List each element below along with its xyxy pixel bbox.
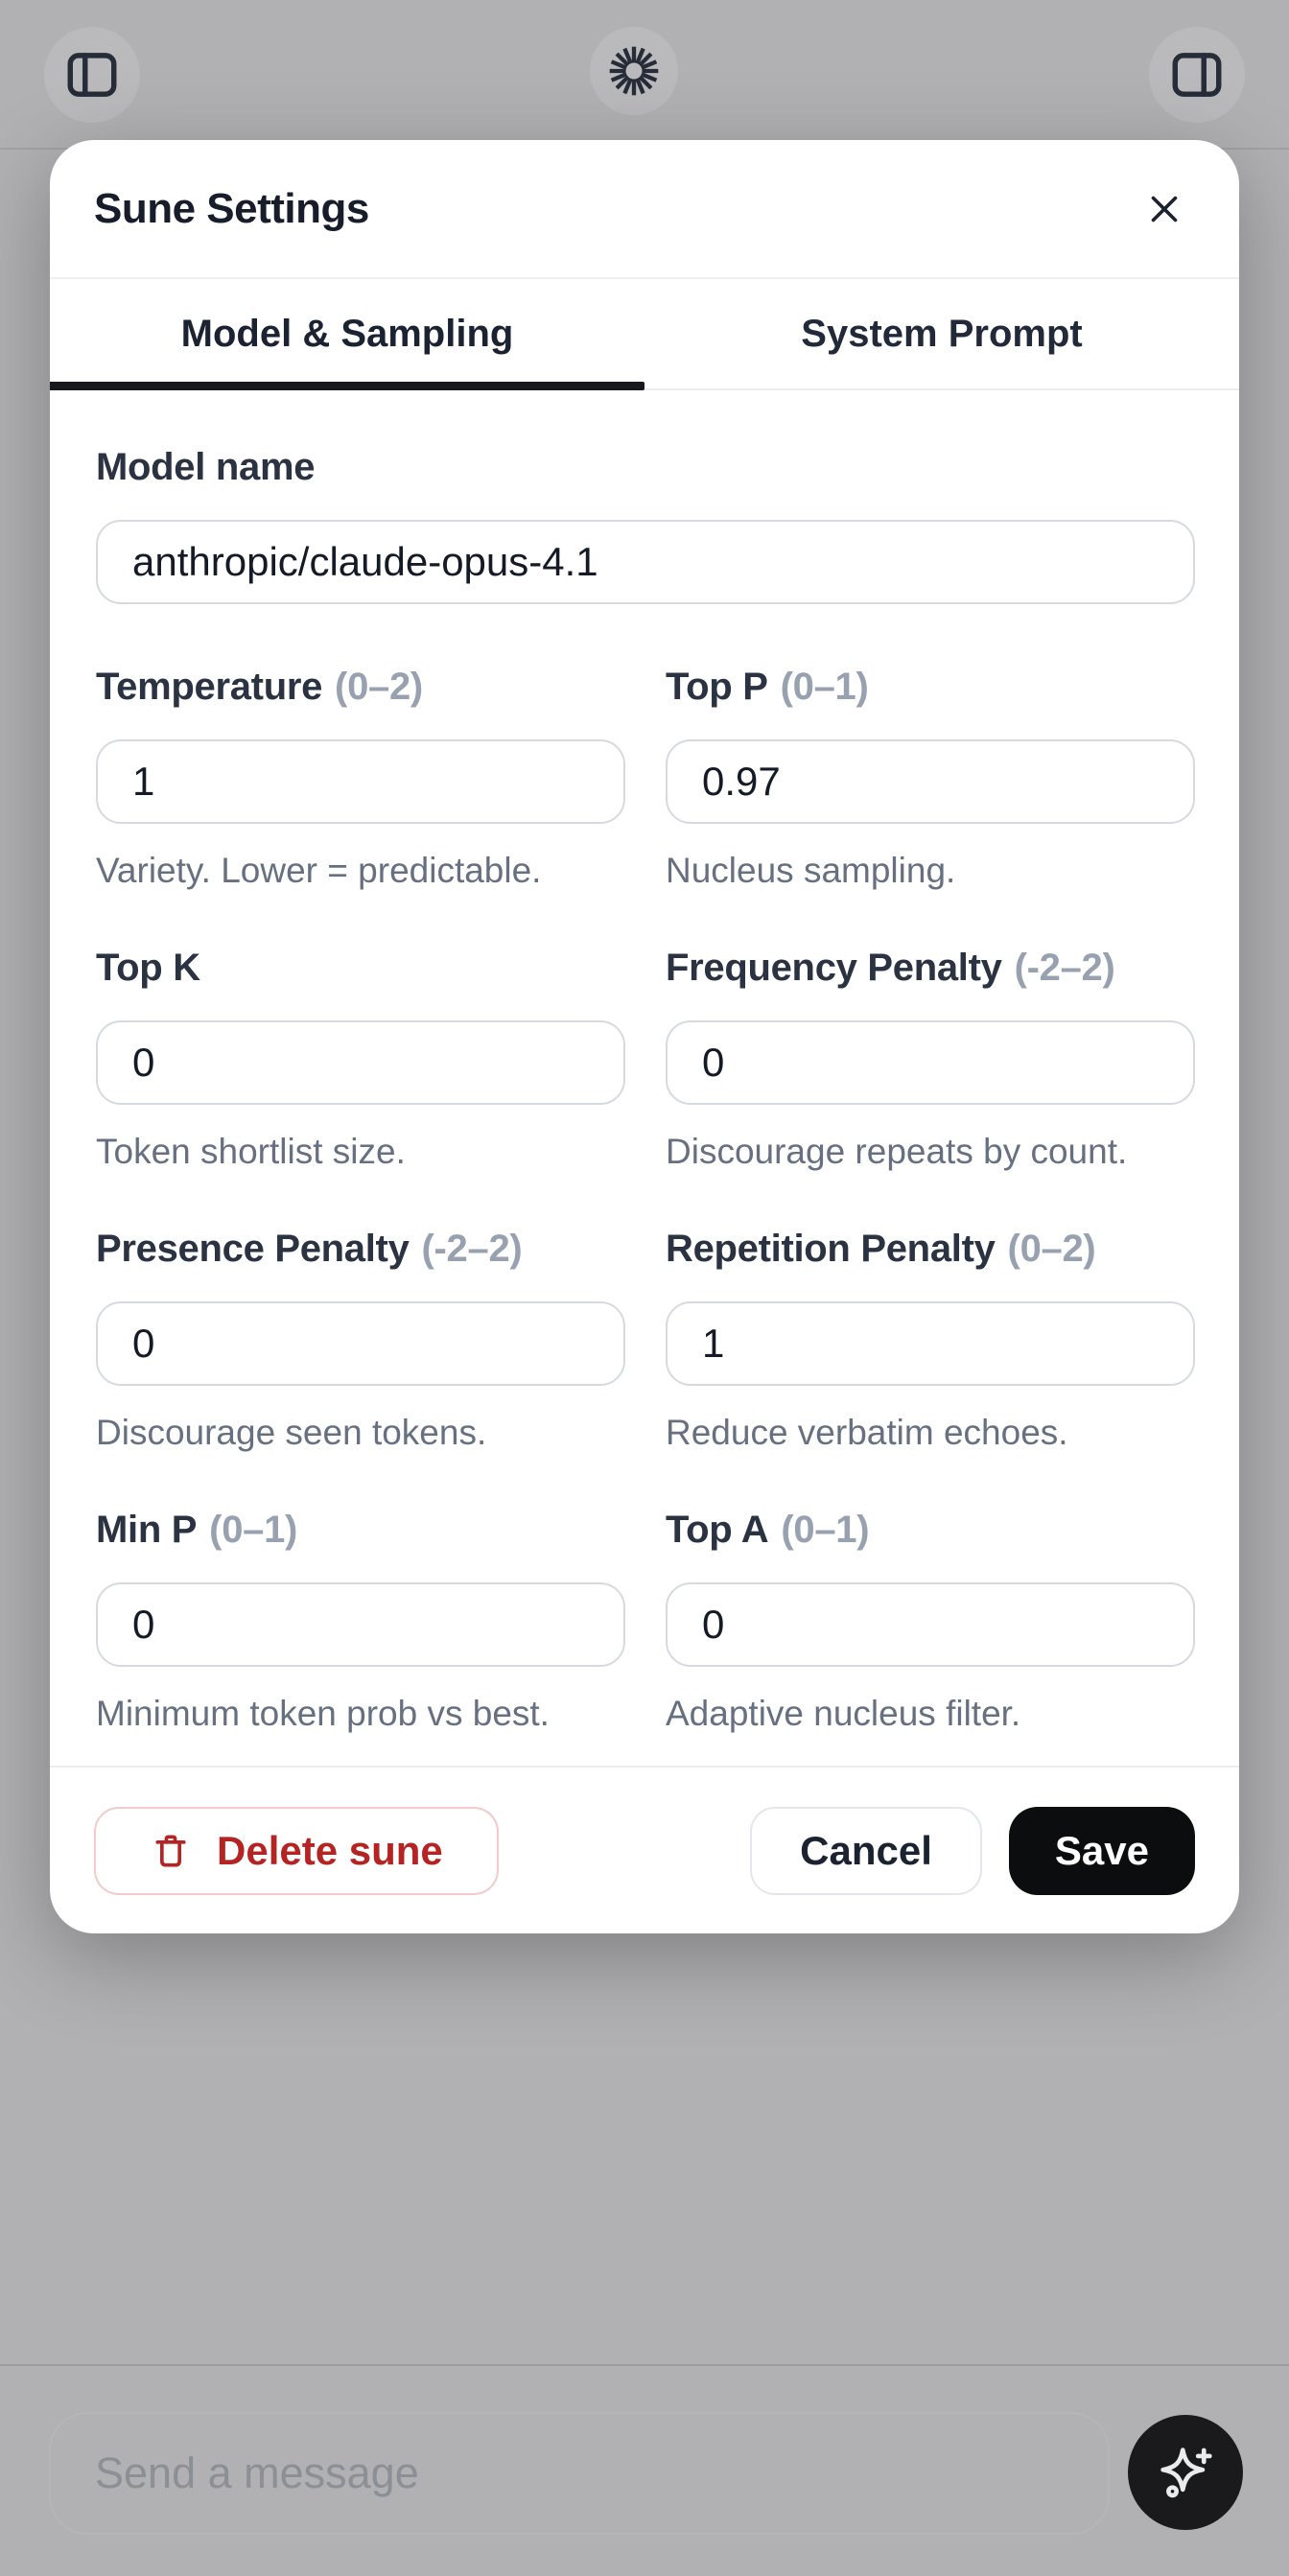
field-label: Top A	[666, 1509, 769, 1551]
field-range: (0–2)	[1007, 1228, 1096, 1270]
presence-penalty-input[interactable]	[96, 1301, 625, 1386]
composer-bar	[0, 2364, 1289, 2576]
modal-footer: Delete sune Cancel Save	[50, 1766, 1239, 1933]
field-helper: Token shortlist size.	[96, 1132, 406, 1171]
field-label: Frequency Penalty	[666, 947, 1002, 989]
frequency-penalty-field: Frequency Penalty (-2–2) Discourage repe…	[666, 947, 1195, 1172]
parameter-grid: Temperature (0–2) Variety. Lower = predi…	[96, 666, 1195, 1734]
close-icon	[1142, 187, 1186, 231]
field-label: Min P	[96, 1509, 198, 1551]
sune-settings-modal: Sune Settings Model & Sampling System Pr…	[50, 140, 1239, 1933]
field-label: Top P	[666, 666, 768, 708]
tab-content: Model name Temperature (0–2) Variety. Lo…	[50, 390, 1239, 1766]
model-name-input[interactable]	[96, 520, 1195, 604]
field-helper: Discourage seen tokens.	[96, 1413, 487, 1452]
footer-actions: Cancel Save	[750, 1806, 1195, 1895]
field-helper: Adaptive nucleus filter.	[666, 1694, 1021, 1733]
top-k-input[interactable]	[96, 1020, 625, 1105]
sidebar-left-icon	[62, 45, 122, 105]
message-input[interactable]	[49, 2412, 1110, 2535]
repetition-penalty-field: Repetition Penalty (0–2) Reduce verbatim…	[666, 1228, 1195, 1453]
top-p-input[interactable]	[666, 739, 1195, 824]
toggle-right-sidebar-button[interactable]	[1149, 27, 1245, 123]
field-helper: Discourage repeats by count.	[666, 1132, 1128, 1171]
field-helper: Nucleus sampling.	[666, 851, 956, 890]
sidebar-right-icon	[1167, 45, 1227, 105]
save-button[interactable]: Save	[1008, 1806, 1195, 1895]
top-p-field: Top P (0–1) Nucleus sampling.	[666, 666, 1195, 891]
field-label: Temperature	[96, 666, 323, 708]
delete-sune-label: Delete sune	[217, 1827, 443, 1873]
top-bar	[0, 0, 1289, 150]
delete-sune-button[interactable]: Delete sune	[94, 1806, 499, 1895]
model-name-label: Model name	[96, 446, 316, 488]
app-home-button[interactable]	[590, 27, 678, 115]
field-range: (0–2)	[335, 666, 423, 708]
toggle-left-sidebar-button[interactable]	[44, 27, 140, 123]
cancel-button[interactable]: Cancel	[750, 1806, 982, 1895]
field-range: (0–1)	[209, 1509, 298, 1551]
temperature-field: Temperature (0–2) Variety. Lower = predi…	[96, 666, 625, 891]
presence-penalty-field: Presence Penalty (-2–2) Discourage seen …	[96, 1228, 625, 1453]
top-a-field: Top A (0–1) Adaptive nucleus filter.	[666, 1509, 1195, 1734]
frequency-penalty-input[interactable]	[666, 1020, 1195, 1105]
field-range: (-2–2)	[421, 1228, 523, 1270]
send-sune-button[interactable]	[1128, 2415, 1243, 2530]
sparkle-plus-icon	[1154, 2441, 1217, 2504]
field-label: Top K	[96, 947, 200, 989]
field-label: Presence Penalty	[96, 1228, 410, 1270]
tab-system-prompt[interactable]: System Prompt	[644, 279, 1239, 388]
settings-tabs: Model & Sampling System Prompt	[50, 279, 1239, 390]
field-helper: Reduce verbatim echoes.	[666, 1413, 1068, 1452]
temperature-input[interactable]	[96, 739, 625, 824]
top-k-field: Top K Token shortlist size.	[96, 947, 625, 1172]
burst-icon	[605, 42, 663, 100]
field-label: Repetition Penalty	[666, 1228, 996, 1270]
min-p-input[interactable]	[96, 1582, 625, 1667]
close-button[interactable]	[1134, 178, 1195, 240]
model-name-field: Model name	[96, 446, 1195, 604]
field-range: (0–1)	[780, 666, 869, 708]
field-range: (-2–2)	[1014, 947, 1115, 989]
field-range: (0–1)	[781, 1509, 870, 1551]
repetition-penalty-input[interactable]	[666, 1301, 1195, 1386]
modal-title: Sune Settings	[94, 184, 369, 232]
trash-icon	[150, 1830, 192, 1872]
min-p-field: Min P (0–1) Minimum token prob vs best.	[96, 1509, 625, 1734]
modal-header: Sune Settings	[50, 140, 1239, 279]
top-a-input[interactable]	[666, 1582, 1195, 1667]
tab-model-sampling[interactable]: Model & Sampling	[50, 279, 644, 388]
field-helper: Variety. Lower = predictable.	[96, 851, 542, 890]
field-helper: Minimum token prob vs best.	[96, 1694, 550, 1733]
